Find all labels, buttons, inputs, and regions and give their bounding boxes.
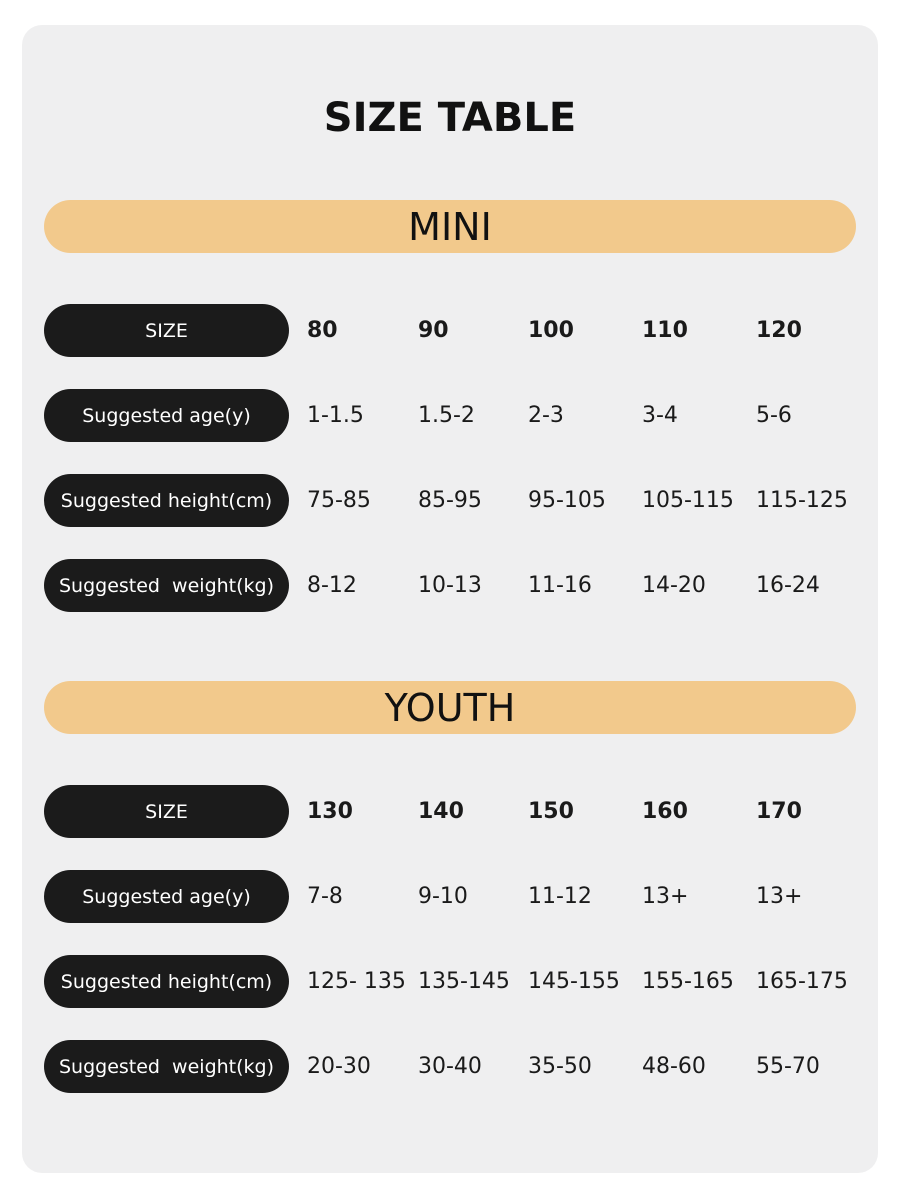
cell: 135-145: [418, 969, 510, 994]
cell: 115-125: [756, 488, 848, 513]
cell: 165-175: [756, 969, 848, 994]
cell: 55-70: [756, 1054, 820, 1079]
cell: 95-105: [528, 488, 606, 513]
cell: 9-10: [418, 884, 468, 909]
row-label: Suggested weight(kg): [44, 559, 289, 612]
row-label: Suggested age(y): [44, 389, 289, 442]
cell: 2-3: [528, 403, 564, 428]
cell: 145-155: [528, 969, 620, 994]
cell: 8-12: [307, 573, 357, 598]
section-heading: YOUTH: [44, 681, 856, 734]
cell: 11-16: [528, 573, 592, 598]
cell: 125- 135: [307, 969, 406, 994]
cell: 170: [756, 799, 802, 824]
cell: 150: [528, 799, 574, 824]
cell: 13+: [642, 884, 689, 909]
cell: 1-1.5: [307, 403, 364, 428]
cell: 105-115: [642, 488, 734, 513]
cell: 30-40: [418, 1054, 482, 1079]
cell: 100: [528, 318, 574, 343]
cell: 16-24: [756, 573, 820, 598]
cell: 48-60: [642, 1054, 706, 1079]
row-label: Suggested age(y): [44, 870, 289, 923]
cell: 160: [642, 799, 688, 824]
cell: 11-12: [528, 884, 592, 909]
cell: 120: [756, 318, 802, 343]
row-label: Suggested height(cm): [44, 955, 289, 1008]
row-label: Suggested height(cm): [44, 474, 289, 527]
cell: 13+: [756, 884, 803, 909]
cell: 130: [307, 799, 353, 824]
cell: 10-13: [418, 573, 482, 598]
row-label: Suggested weight(kg): [44, 1040, 289, 1093]
cell: 35-50: [528, 1054, 592, 1079]
title: SIZE TABLE: [323, 95, 577, 141]
cell: 110: [642, 318, 688, 343]
cell: 5-6: [756, 403, 792, 428]
cell: 3-4: [642, 403, 678, 428]
cell: 90: [418, 318, 449, 343]
row-label: SIZE: [44, 304, 289, 357]
cell: 155-165: [642, 969, 734, 994]
cell: 80: [307, 318, 338, 343]
cell: 1.5-2: [418, 403, 475, 428]
cell: 140: [418, 799, 464, 824]
section-heading: MINI: [44, 200, 856, 253]
cell: 20-30: [307, 1054, 371, 1079]
cell: 14-20: [642, 573, 706, 598]
row-label: SIZE: [44, 785, 289, 838]
cell: 7-8: [307, 884, 343, 909]
cell: 75-85: [307, 488, 371, 513]
cell: 85-95: [418, 488, 482, 513]
